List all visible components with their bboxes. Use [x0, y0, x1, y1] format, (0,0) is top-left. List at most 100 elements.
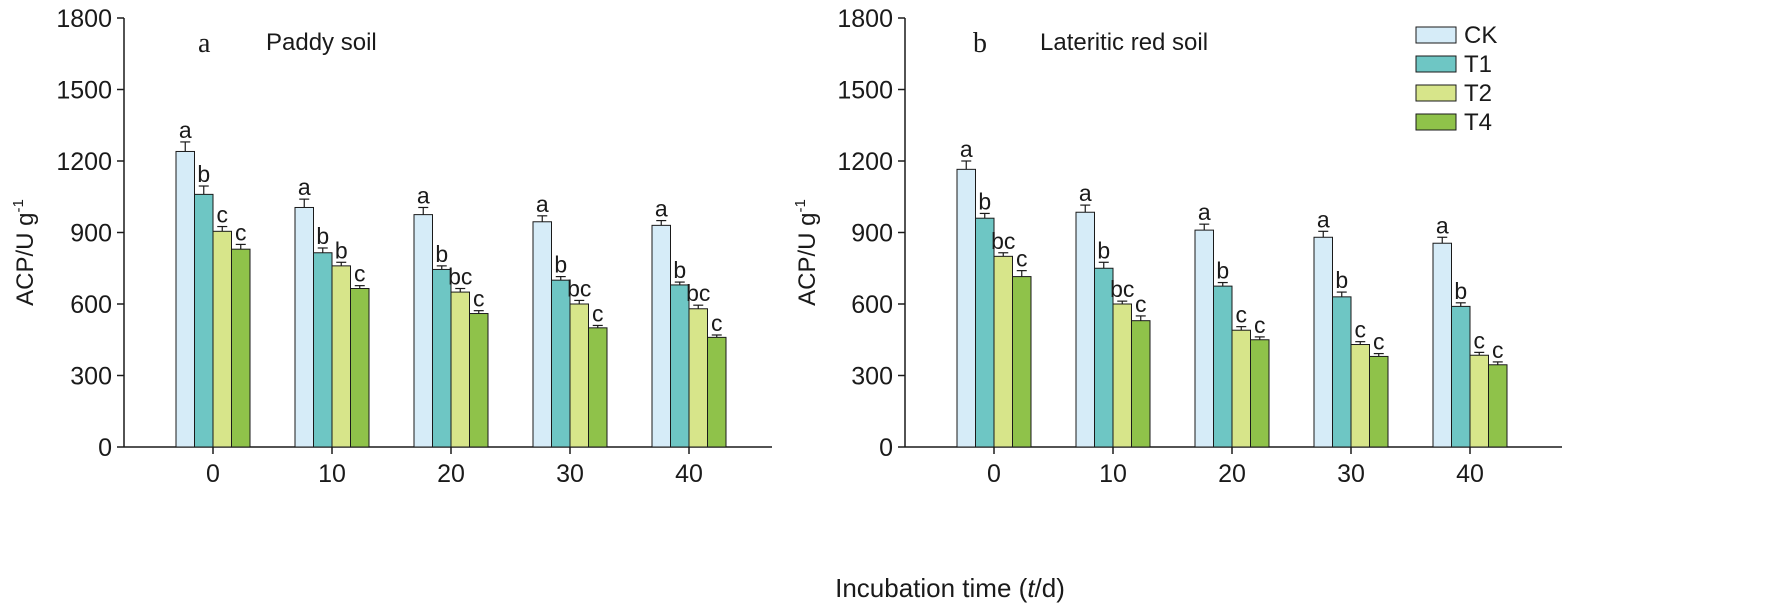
x-tick-label-b: 40 [1456, 460, 1484, 488]
bar-b-T2-20 [1231, 329, 1251, 448]
y-axis-title-main: ACP/U g [794, 212, 821, 305]
significance-label-a-T1-30: b [554, 252, 567, 278]
y-tick-label-b: 900 [851, 220, 893, 248]
bar-a-T2-10 [331, 265, 351, 448]
significance-label-b-T4-30: c [1373, 329, 1385, 355]
y-tick-label-a: 1200 [56, 148, 112, 176]
significance-label-a-T2-10: b [335, 237, 348, 263]
y-tick-label-b: 1800 [837, 5, 893, 33]
panel-title-b: Lateritic red soil [1040, 29, 1208, 56]
significance-label-b-CK-0: a [960, 136, 973, 162]
significance-label-b-T2-10: bc [1110, 276, 1134, 302]
bar-a-T1-10 [313, 252, 333, 448]
bar-b-T4-0 [1012, 276, 1032, 448]
legend-swatch-CK [1415, 26, 1457, 44]
panel-letter-b: b [973, 28, 987, 59]
x-axis-title-var: t [1027, 573, 1036, 603]
significance-label-a-CK-20: a [417, 182, 430, 208]
bar-b-CK-10 [1075, 211, 1095, 448]
legend-swatch-T2 [1415, 84, 1457, 102]
significance-label-a-T2-30: bc [567, 275, 591, 301]
bar-a-T1-20 [432, 268, 452, 448]
significance-label-a-T1-40: b [673, 257, 686, 283]
legend-label-CK: CK [1464, 22, 1497, 49]
bar-a-T1-40 [670, 284, 690, 448]
significance-label-a-T2-40: bc [686, 280, 710, 306]
significance-label-a-CK-40: a [655, 196, 668, 222]
x-tick-label-a: 40 [675, 460, 703, 488]
significance-label-b-T2-30: c [1355, 317, 1367, 343]
significance-label-a-T4-20: c [473, 286, 485, 312]
bar-b-T1-30 [1332, 296, 1352, 448]
legend-swatch-T1 [1415, 55, 1457, 73]
significance-label-b-CK-40: a [1436, 212, 1449, 238]
significance-label-a-T4-30: c [592, 300, 604, 326]
significance-label-b-T1-20: b [1216, 258, 1229, 284]
significance-label-b-T1-30: b [1335, 267, 1348, 293]
bar-b-CK-20 [1194, 229, 1214, 448]
significance-label-b-T1-40: b [1454, 278, 1467, 304]
x-tick-label-a: 20 [437, 460, 465, 488]
x-axis-title-main: Incubation time ( [835, 573, 1028, 603]
y-tick-label-b: 1200 [837, 148, 893, 176]
significance-label-b-T4-40: c [1492, 337, 1504, 363]
bar-a-T2-30 [569, 303, 589, 448]
bar-a-CK-10 [294, 206, 314, 448]
x-tick-label-b: 30 [1337, 460, 1365, 488]
bar-a-T1-30 [551, 279, 571, 448]
y-tick-label-b: 300 [851, 363, 893, 391]
significance-label-b-T2-40: c [1474, 327, 1486, 353]
y-tick-label-b: 1500 [837, 77, 893, 105]
y-axis-title-main: ACP/U g [12, 212, 39, 305]
bar-a-T2-20 [450, 291, 470, 448]
bar-a-T4-20 [469, 313, 489, 448]
bar-a-T4-40 [707, 336, 727, 448]
significance-label-a-T4-10: c [354, 261, 366, 287]
significance-label-b-T2-0: bc [991, 228, 1015, 254]
bar-b-T4-10 [1131, 320, 1151, 448]
significance-label-a-T4-0: c [235, 219, 247, 245]
significance-label-b-T4-20: c [1254, 312, 1266, 338]
legend-label-T2: T2 [1464, 80, 1492, 107]
legend-label-T1: T1 [1464, 51, 1492, 78]
significance-label-a-T2-20: bc [448, 264, 472, 290]
y-axis-title-a: ACP/U g-1 [10, 199, 39, 306]
significance-label-b-CK-30: a [1317, 206, 1330, 232]
bar-a-T4-10 [350, 288, 370, 448]
significance-label-a-T2-0: c [217, 202, 229, 228]
y-tick-label-a: 300 [70, 363, 112, 391]
bar-b-CK-0 [956, 168, 976, 448]
panel-letter-a: a [198, 28, 211, 59]
x-axis-title-unit: /d) [1035, 573, 1065, 603]
y-axis-title-sup: -1 [10, 199, 27, 212]
bar-a-CK-20 [413, 214, 433, 448]
bar-a-T2-0 [212, 230, 232, 448]
x-tick-label-a: 30 [556, 460, 584, 488]
significance-label-b-CK-20: a [1198, 199, 1211, 225]
y-tick-label-a: 0 [98, 434, 112, 462]
bar-b-T4-20 [1250, 339, 1270, 448]
x-axis-title: Incubation time (t/d) [835, 573, 1065, 603]
significance-label-a-CK-10: a [298, 174, 311, 200]
y-tick-label-b: 0 [879, 434, 893, 462]
y-tick-label-a: 1500 [56, 77, 112, 105]
significance-label-b-T1-10: b [1097, 237, 1110, 263]
bar-b-T1-20 [1213, 285, 1233, 448]
significance-label-a-T4-40: c [711, 310, 723, 336]
bar-b-T2-30 [1350, 344, 1370, 448]
bar-a-T4-30 [588, 327, 608, 448]
significance-label-b-T4-0: c [1016, 246, 1028, 272]
y-tick-label-a: 1800 [56, 5, 112, 33]
y-tick-label-a: 900 [70, 220, 112, 248]
x-tick-label-b: 10 [1099, 460, 1127, 488]
x-tick-label-a: 0 [206, 460, 220, 488]
y-tick-label-b: 600 [851, 291, 893, 319]
significance-label-a-CK-30: a [536, 191, 549, 217]
significance-label-b-T4-10: c [1135, 291, 1147, 317]
bar-a-T4-0 [231, 248, 251, 448]
legend-label-T4: T4 [1464, 109, 1492, 136]
